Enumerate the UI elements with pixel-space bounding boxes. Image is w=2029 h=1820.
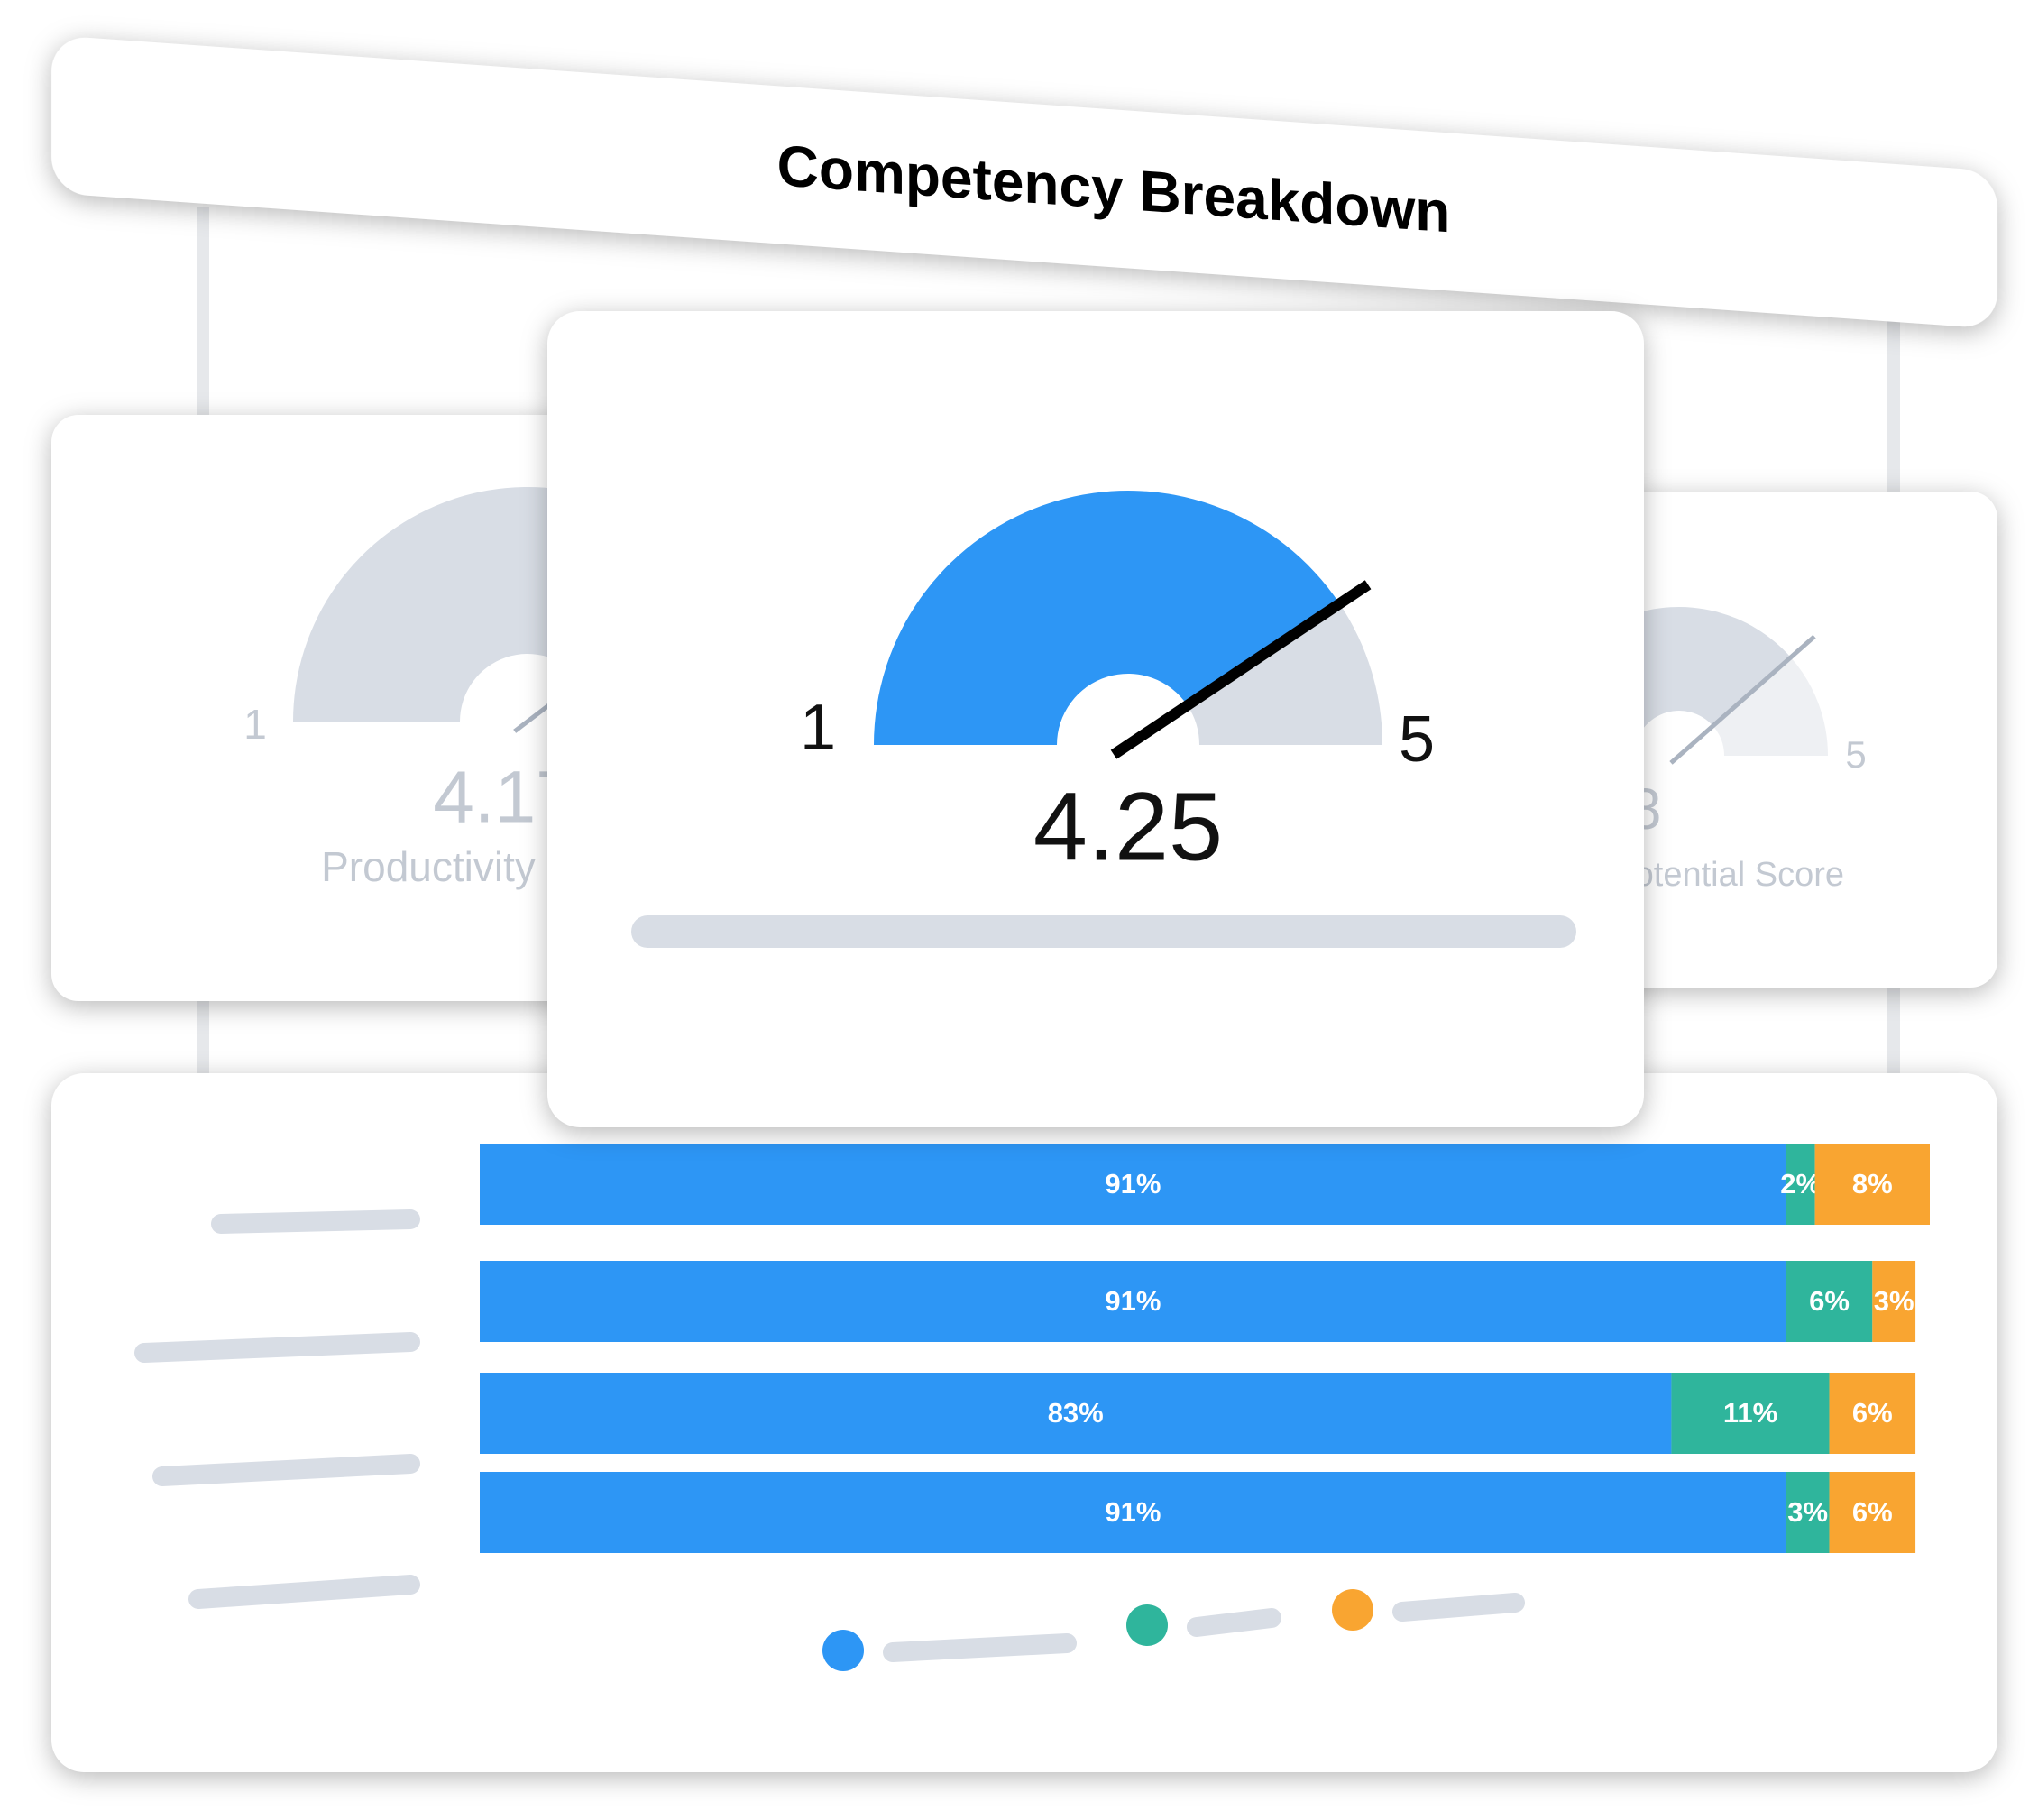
gauge-label: Potential Score [1611, 856, 1844, 894]
bar-label: 91% [1105, 1168, 1161, 1200]
gauge-value: 4.25 [1033, 772, 1223, 881]
row-label-placeholder [188, 1575, 420, 1609]
bar-label: 6% [1852, 1397, 1893, 1429]
bar-segment [1872, 1261, 1916, 1342]
legend-dot [822, 1630, 864, 1671]
bar-segment [480, 1144, 1786, 1225]
legend-placeholder [1187, 1608, 1281, 1637]
placeholder-bar [631, 915, 1576, 948]
bar-label: 3% [1874, 1285, 1914, 1317]
title-bar [51, 37, 1997, 327]
bar-segment [480, 1373, 1672, 1454]
gauge-needle [1669, 634, 1816, 765]
legend-dot [1126, 1604, 1168, 1646]
gauge-min: 1 [800, 692, 836, 764]
legend-placeholder [883, 1633, 1077, 1662]
bar-segment [1814, 1144, 1930, 1225]
bar-segment [480, 1261, 1786, 1342]
gauge-rest [1712, 657, 1828, 756]
gauge-label: Productivity [321, 843, 536, 890]
bar-segment [1829, 1472, 1916, 1553]
bar-label: 11% [1723, 1397, 1777, 1429]
gauge-rest [1187, 603, 1382, 745]
row-label-placeholder [152, 1454, 420, 1486]
bar-label: 83% [1048, 1397, 1104, 1429]
gauge-max: 5 [1845, 733, 1866, 776]
bar-segment [1786, 1144, 1815, 1225]
bar-segment [480, 1472, 1786, 1553]
bar-label: 91% [1105, 1496, 1161, 1528]
gauge-needle [1110, 580, 1372, 759]
stacked-bars: 91% 2% 8% 91% 6% 3% 83% 11% 6% 91% 3% 6% [480, 1144, 1930, 1553]
bar-segment [1671, 1373, 1830, 1454]
bar-label: 8% [1852, 1168, 1893, 1200]
bar-label: 2% [1780, 1168, 1821, 1200]
bar-label: 3% [1787, 1496, 1828, 1528]
bar-segment [1786, 1261, 1873, 1342]
legend [822, 1589, 1525, 1671]
bar-segment [1786, 1472, 1830, 1553]
bar-label: 6% [1852, 1496, 1893, 1528]
gauge-max: 5 [1399, 703, 1435, 776]
bar-label: 6% [1809, 1285, 1850, 1317]
legend-dot [1332, 1589, 1373, 1631]
title-bar-group: Competency Breakdown [51, 37, 1997, 327]
row-labels [134, 1209, 420, 1609]
bar-segment [1829, 1373, 1916, 1454]
row-label-placeholder [211, 1209, 420, 1234]
legend-placeholder [1392, 1593, 1525, 1622]
main-card [547, 311, 1644, 1127]
gauge-min: 1 [243, 701, 267, 748]
bar-label: 91% [1105, 1285, 1161, 1317]
row-label-placeholder [134, 1332, 420, 1363]
gauge-main: 1 54.25 [800, 491, 1435, 881]
